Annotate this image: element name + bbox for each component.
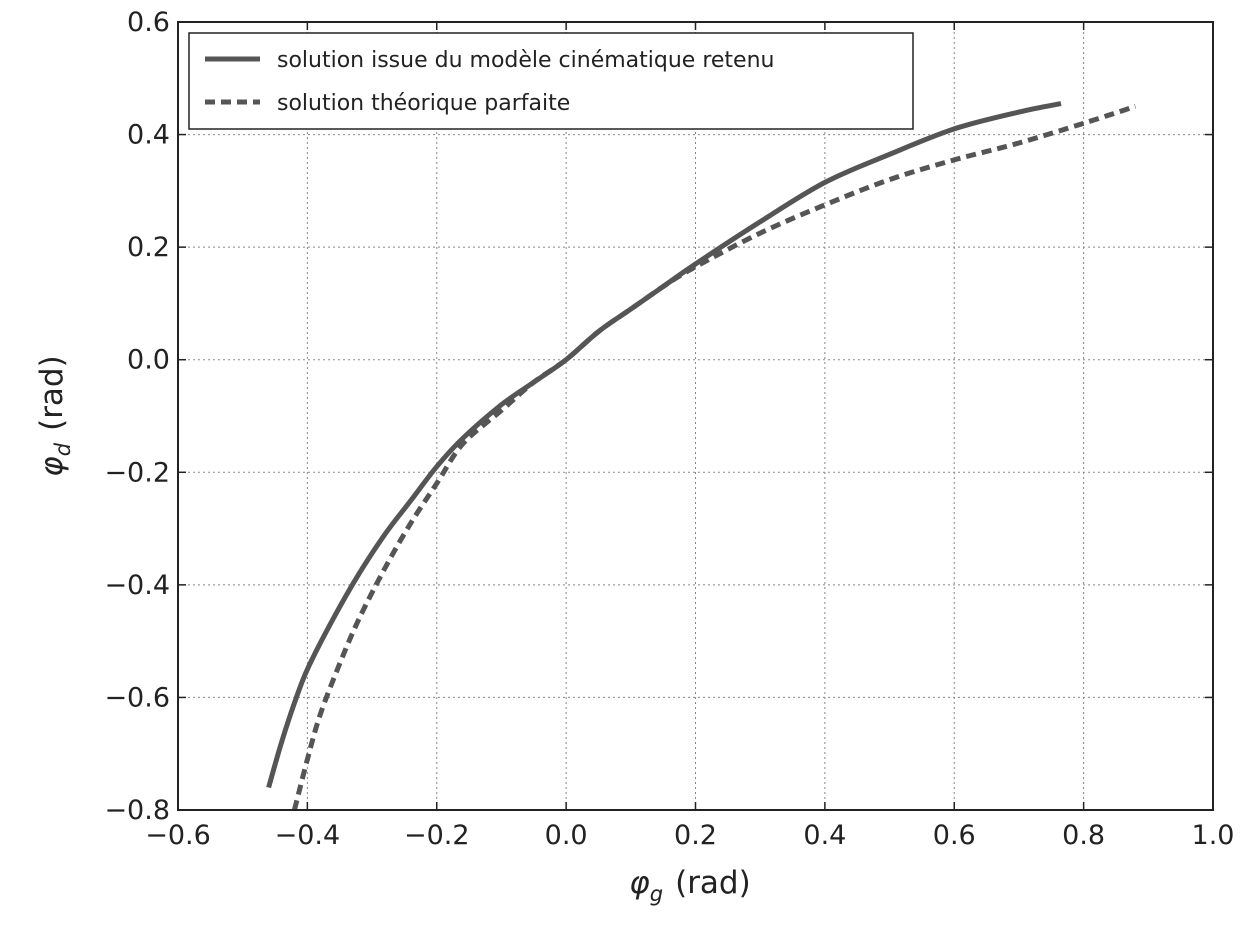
x-axis-label: φg (rad) (629, 865, 750, 906)
legend: solution issue du modèle cinématique ret… (188, 32, 914, 130)
plot-frame (177, 21, 1214, 811)
x-tick-label: 0.6 (933, 820, 976, 851)
y-axis-label: φd (rad) (34, 355, 75, 476)
x-tick-label: 1.0 (1192, 820, 1235, 851)
x-axis-unit: (rad) (675, 865, 751, 901)
x-tick-label: 0.4 (803, 820, 846, 851)
plot-series (266, 101, 1137, 811)
y-tick-label: 0.0 (127, 345, 170, 376)
x-tick-label: −0.2 (404, 820, 470, 851)
x-tick-label: 0.2 (674, 820, 717, 851)
axis-ticks: −0.6 −0.4 −0.2 0.0 0.2 0.4 0.6 0.8 1.0−0.8−0.6−0… (104, 7, 1234, 851)
y-tick-label: 0.2 (127, 232, 170, 263)
series-line-theoretical (291, 104, 1137, 811)
y-tick-label: −0.2 (104, 457, 170, 488)
x-tick-label: 0.0 (545, 820, 588, 851)
y-tick-label: −0.4 (104, 570, 170, 601)
y-axis-unit: (rad) (34, 355, 70, 431)
series-line-model (266, 101, 1062, 789)
y-axis-subscript: d (51, 442, 75, 456)
legend-label-theory: solution théorique parfaite (277, 91, 570, 116)
y-tick-label: −0.6 (104, 682, 170, 713)
x-tick-label: −0.4 (275, 820, 341, 851)
legend-label-model: solution issue du modèle cinématique ret… (277, 48, 774, 73)
y-axis-symbol: φ (34, 456, 70, 477)
x-axis-symbol: φ (629, 865, 650, 901)
y-tick-label: 0.4 (127, 120, 170, 151)
y-tick-label: 0.6 (127, 7, 170, 38)
x-tick-label: −0.6 (145, 820, 211, 851)
grid (177, 21, 1214, 811)
legend-box (188, 32, 914, 130)
x-axis-subscript: g (650, 882, 663, 906)
y-tick-label: −0.8 (104, 795, 170, 826)
x-tick-label: 0.8 (1062, 820, 1105, 851)
